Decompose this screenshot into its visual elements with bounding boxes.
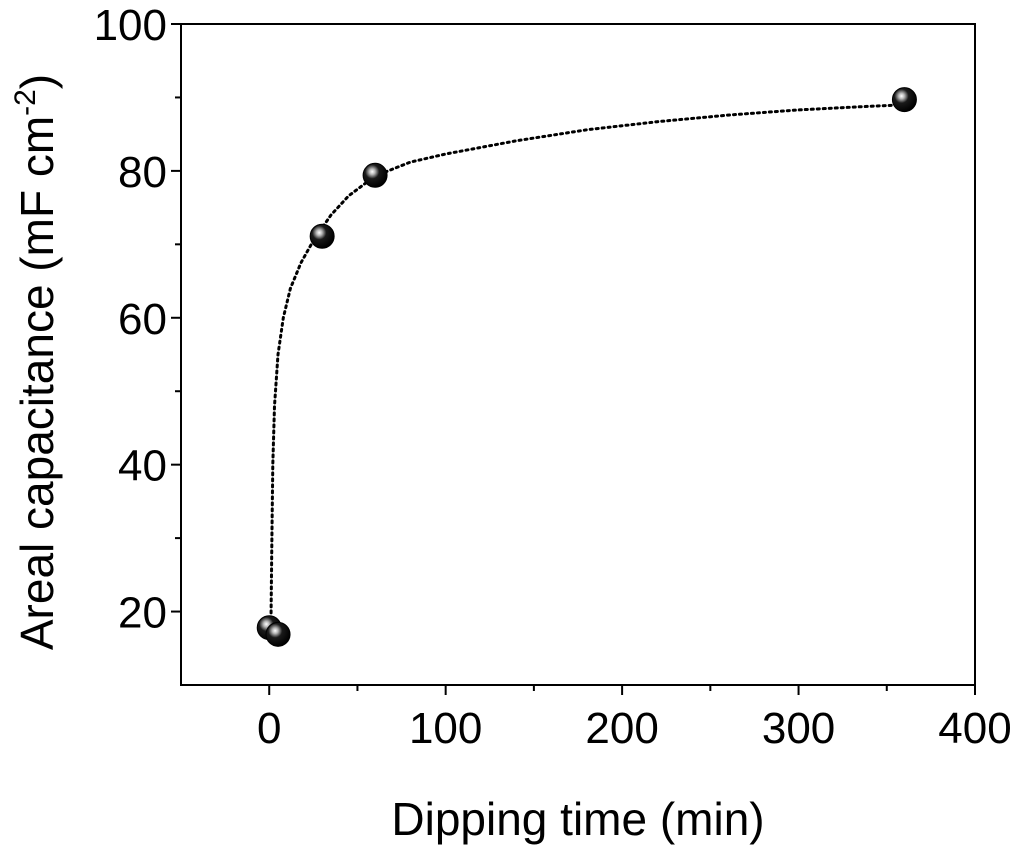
y-tick-label: 100 xyxy=(94,1,167,50)
data-points-layer xyxy=(256,87,917,647)
data-point xyxy=(891,87,917,113)
plot-frame xyxy=(180,23,976,686)
y-tick-label: 60 xyxy=(118,295,167,344)
y-tick-label: 20 xyxy=(118,589,167,638)
x-tick-label: 400 xyxy=(938,704,1011,753)
y-axis-title-close: ) xyxy=(11,74,63,89)
y-axis-title-superscript: -2 xyxy=(9,89,42,116)
x-tick-label: 0 xyxy=(257,704,281,753)
data-point xyxy=(309,223,335,249)
axis-ticks: 0 100 200 300 400 20 40 60 80 100 xyxy=(94,1,1012,753)
y-axis-title-group: Areal capacitance (mF cm-2) xyxy=(9,74,63,650)
y-tick-label: 80 xyxy=(118,148,167,197)
y-tick-label: 40 xyxy=(118,442,167,491)
fit-curve-layer xyxy=(269,103,906,621)
fit-curve xyxy=(269,103,906,621)
data-point xyxy=(362,162,388,188)
x-tick-label: 200 xyxy=(585,704,658,753)
x-axis-title: Dipping time (min) xyxy=(391,793,764,845)
x-tick-label: 300 xyxy=(762,704,835,753)
y-axis-title-main: Areal capacitance (mF cm xyxy=(11,116,63,650)
plot-border xyxy=(180,23,976,686)
y-axis-title: Areal capacitance (mF cm-2) xyxy=(9,74,63,650)
x-tick-label: 100 xyxy=(409,704,482,753)
data-point xyxy=(265,621,291,647)
